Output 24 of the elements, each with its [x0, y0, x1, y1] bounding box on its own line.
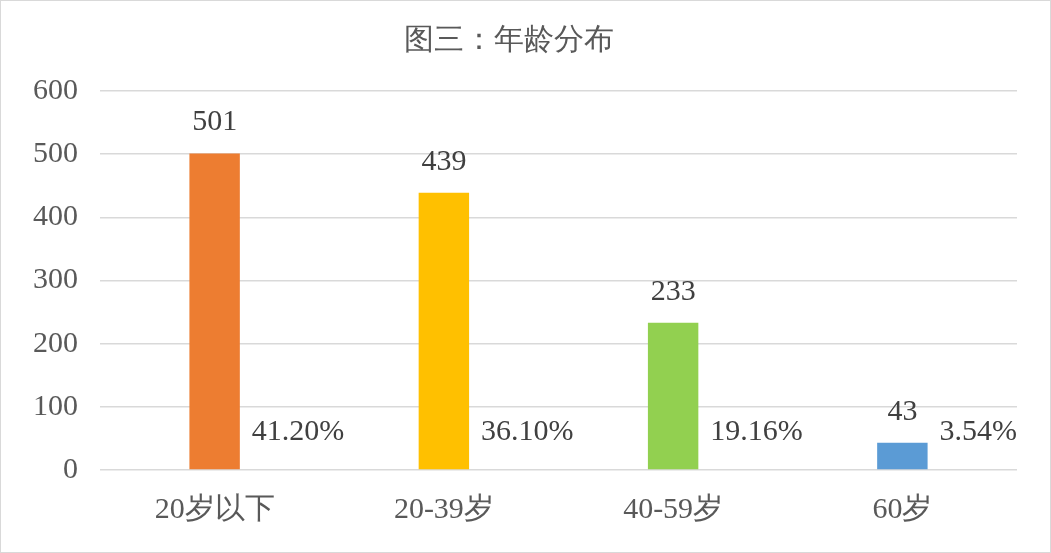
x-tick-label: 20岁以下 — [154, 490, 275, 524]
bar — [418, 192, 470, 470]
y-tick-label: 600 — [33, 71, 78, 105]
data-label: 501 — [192, 103, 238, 137]
x-tick-label: 60岁 — [872, 490, 933, 524]
annotation: 41.20% — [251, 412, 345, 446]
annotation: 36.10% — [481, 412, 574, 446]
y-tick-label: 300 — [33, 261, 78, 295]
annotation: 19.16% — [710, 412, 803, 446]
x-tick-label: 40-59岁 — [623, 490, 724, 524]
data-label: 439 — [421, 142, 467, 176]
y-tick-label: 0 — [63, 450, 78, 484]
bar — [647, 322, 699, 470]
y-tick-label: 500 — [33, 135, 78, 169]
data-label: 233 — [650, 272, 696, 306]
annotation: 3.54% — [939, 412, 1018, 446]
y-tick-label: 200 — [33, 324, 78, 358]
x-tick-label: 20-39岁 — [393, 490, 494, 524]
data-label: 43 — [887, 392, 918, 426]
bar — [877, 442, 928, 470]
y-tick-label: 400 — [33, 198, 78, 232]
chart-title: 图三：年龄分布 — [404, 21, 614, 55]
y-tick-label: 100 — [33, 387, 78, 421]
bar — [189, 153, 240, 470]
